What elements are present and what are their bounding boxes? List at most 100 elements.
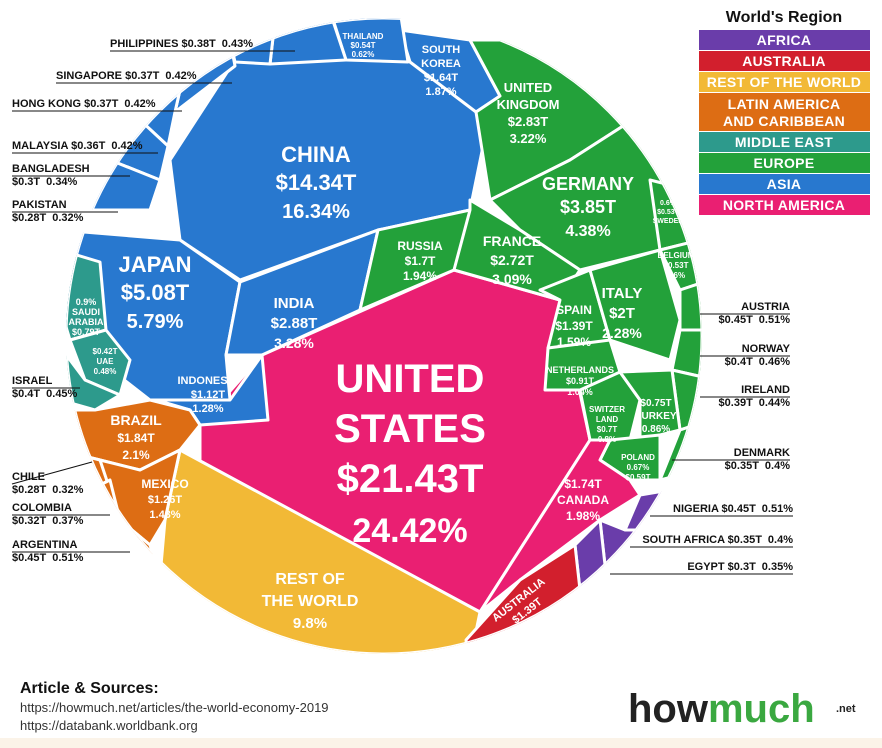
- cell-label-italy: ITALY $2T 2.28%: [602, 285, 643, 341]
- value-label: $0.91T: [566, 376, 595, 386]
- legend-label: LATIN AMERICA: [728, 96, 841, 112]
- country-name: JAPAN: [119, 252, 192, 277]
- value-share: $0.45T 0.51%: [719, 314, 791, 326]
- country-name-text: MALAYSIA: [12, 140, 71, 152]
- ext-label-norway: NORWAY$0.4T 0.46%: [700, 343, 791, 368]
- ext-label-hong-kong: HONG KONG $0.37T 0.42%: [12, 98, 182, 112]
- value-label: $0.28T: [12, 484, 47, 496]
- share-label: 1.04%: [567, 387, 593, 397]
- country-name: INDONESIA: [177, 375, 238, 387]
- country-name: POLAND: [621, 453, 655, 462]
- value-label: $0.3T: [728, 561, 756, 573]
- share-label: 4.38%: [565, 223, 610, 240]
- value-label: $1.26T: [148, 494, 183, 506]
- bottom-band: [0, 738, 882, 748]
- value-label: $0.3T: [12, 176, 40, 188]
- country-name: BANGLADESH: [12, 163, 90, 175]
- treemap-cells: [66, 18, 702, 654]
- share-label: 0.62%: [352, 50, 375, 59]
- ext-label-israel: ISRAEL$0.4T 0.45%: [12, 375, 80, 400]
- cell-label-indonesia: INDONESIA $1.12T 1.28%: [177, 375, 238, 415]
- brand-net: .net: [836, 703, 856, 715]
- country-name: ARABIA: [69, 317, 104, 327]
- cell-label-sweden: 0.6% $0.53T SWEDEN: [653, 200, 684, 225]
- value-label: $0.28T: [12, 212, 47, 224]
- cell-label-russia: RUSSIA$1.7T1.94%: [397, 239, 443, 283]
- share-label: 0.42%: [124, 98, 155, 110]
- country-name: SINGAPORE $0.37T 0.42%: [56, 70, 197, 82]
- legend-swatch: [699, 93, 870, 131]
- country-name: NETHERLANDS: [546, 365, 614, 375]
- country-name: GERMANY: [542, 174, 634, 194]
- sources-title: Article & Sources:: [20, 680, 159, 697]
- share-label: 0.34%: [46, 176, 77, 188]
- country-name: AUSTRIA: [741, 301, 790, 313]
- country-name: CHINA: [281, 142, 351, 167]
- share-label: 0.43%: [222, 38, 253, 50]
- country-name: THE WORLD: [262, 593, 359, 610]
- legend-item-north-america: NORTH AMERICA: [699, 195, 870, 215]
- cell-philippines: [268, 18, 348, 66]
- share-label: 1.28%: [192, 403, 223, 415]
- ext-label-ireland: IRELAND$0.39T 0.44%: [700, 384, 790, 409]
- value-label: $0.35T: [725, 460, 760, 472]
- value-label: $0.37T: [84, 98, 119, 110]
- value-label: $0.39T: [719, 397, 754, 409]
- share-label: 0.32%: [52, 484, 83, 496]
- cell-label-india: INDIA $2.88T 3.28%: [271, 295, 318, 351]
- country-name-text: SOUTH AFRICA: [642, 534, 727, 546]
- country-name: INDIA: [274, 295, 315, 312]
- legend-item-europe: EUROPE: [699, 153, 870, 173]
- value-share: $0.35T 0.4%: [725, 460, 791, 472]
- country-name: RUSSIA: [397, 239, 443, 253]
- cell-india: [224, 228, 380, 357]
- ext-label-pakistan: PAKISTAN$0.28T 0.32%: [12, 199, 118, 224]
- treemap-cell-labels: UNITED STATES $21.43T 24.42% CHINA $14.34T 16.…: [69, 32, 695, 637]
- legend-swatch: [699, 153, 870, 173]
- country-name: ARGENTINA: [12, 539, 77, 551]
- value-share: $0.28T 0.32%: [12, 212, 84, 224]
- source-link[interactable]: https://howmuch.net/articles/the-world-e…: [20, 700, 329, 715]
- legend-label: AFRICA: [757, 32, 812, 48]
- value-label: $1.7T: [405, 254, 436, 268]
- value-label: $0.35T: [728, 534, 763, 546]
- value-label: $1.74T: [564, 477, 602, 491]
- legend-swatch: [699, 72, 870, 92]
- value-label: $0.4T: [12, 388, 40, 400]
- ext-label-malaysia: MALAYSIA $0.36T 0.42%: [12, 140, 158, 154]
- value-label: $1.12T: [191, 389, 226, 401]
- legend-swatch: [699, 195, 870, 215]
- ext-label-south-africa: SOUTH AFRICA $0.35T 0.4%: [630, 534, 793, 548]
- legend-item-australia: AUSTRALIA: [699, 51, 870, 71]
- value-label: $0.53T: [664, 261, 689, 270]
- share-label: 0.42%: [111, 140, 142, 152]
- source-link[interactable]: https://databank.worldbank.org: [20, 718, 198, 733]
- legend-title: World's Region: [726, 9, 842, 26]
- ext-label-bangladesh: BANGLADESH$0.3T 0.34%: [12, 163, 130, 188]
- country-name: LAND: [596, 415, 618, 424]
- country-name-text: HONG KONG: [12, 98, 84, 110]
- share-label: 3.09%: [492, 271, 532, 287]
- value-label: $0.79T: [72, 327, 101, 337]
- country-name: EGYPT $0.3T 0.35%: [687, 561, 793, 573]
- country-name: CHILE: [12, 471, 45, 483]
- country-name: TURKEY: [635, 411, 676, 422]
- country-name: COLOMBIA: [12, 502, 72, 514]
- cell-norway: [670, 328, 702, 382]
- cell-switzerland: [578, 370, 642, 442]
- share-label: 0.67%: [627, 463, 650, 472]
- share-label: 1.87%: [425, 86, 456, 98]
- cell-italy: [588, 248, 682, 362]
- country-name: SWEDEN: [653, 218, 684, 225]
- country-name: SOUTH: [422, 44, 461, 56]
- share-label: 0.42%: [165, 70, 196, 82]
- legend-item-africa: AFRICA: [699, 30, 870, 50]
- leader-line: [11, 461, 93, 485]
- ext-label-singapore: SINGAPORE $0.37T 0.42%: [56, 70, 232, 84]
- cell-label-united-kingdom: UNITED KINGDOM $2.83T 3.22%: [497, 80, 560, 146]
- country-name: ITALY: [602, 285, 643, 302]
- value-label: $0.4T: [725, 356, 753, 368]
